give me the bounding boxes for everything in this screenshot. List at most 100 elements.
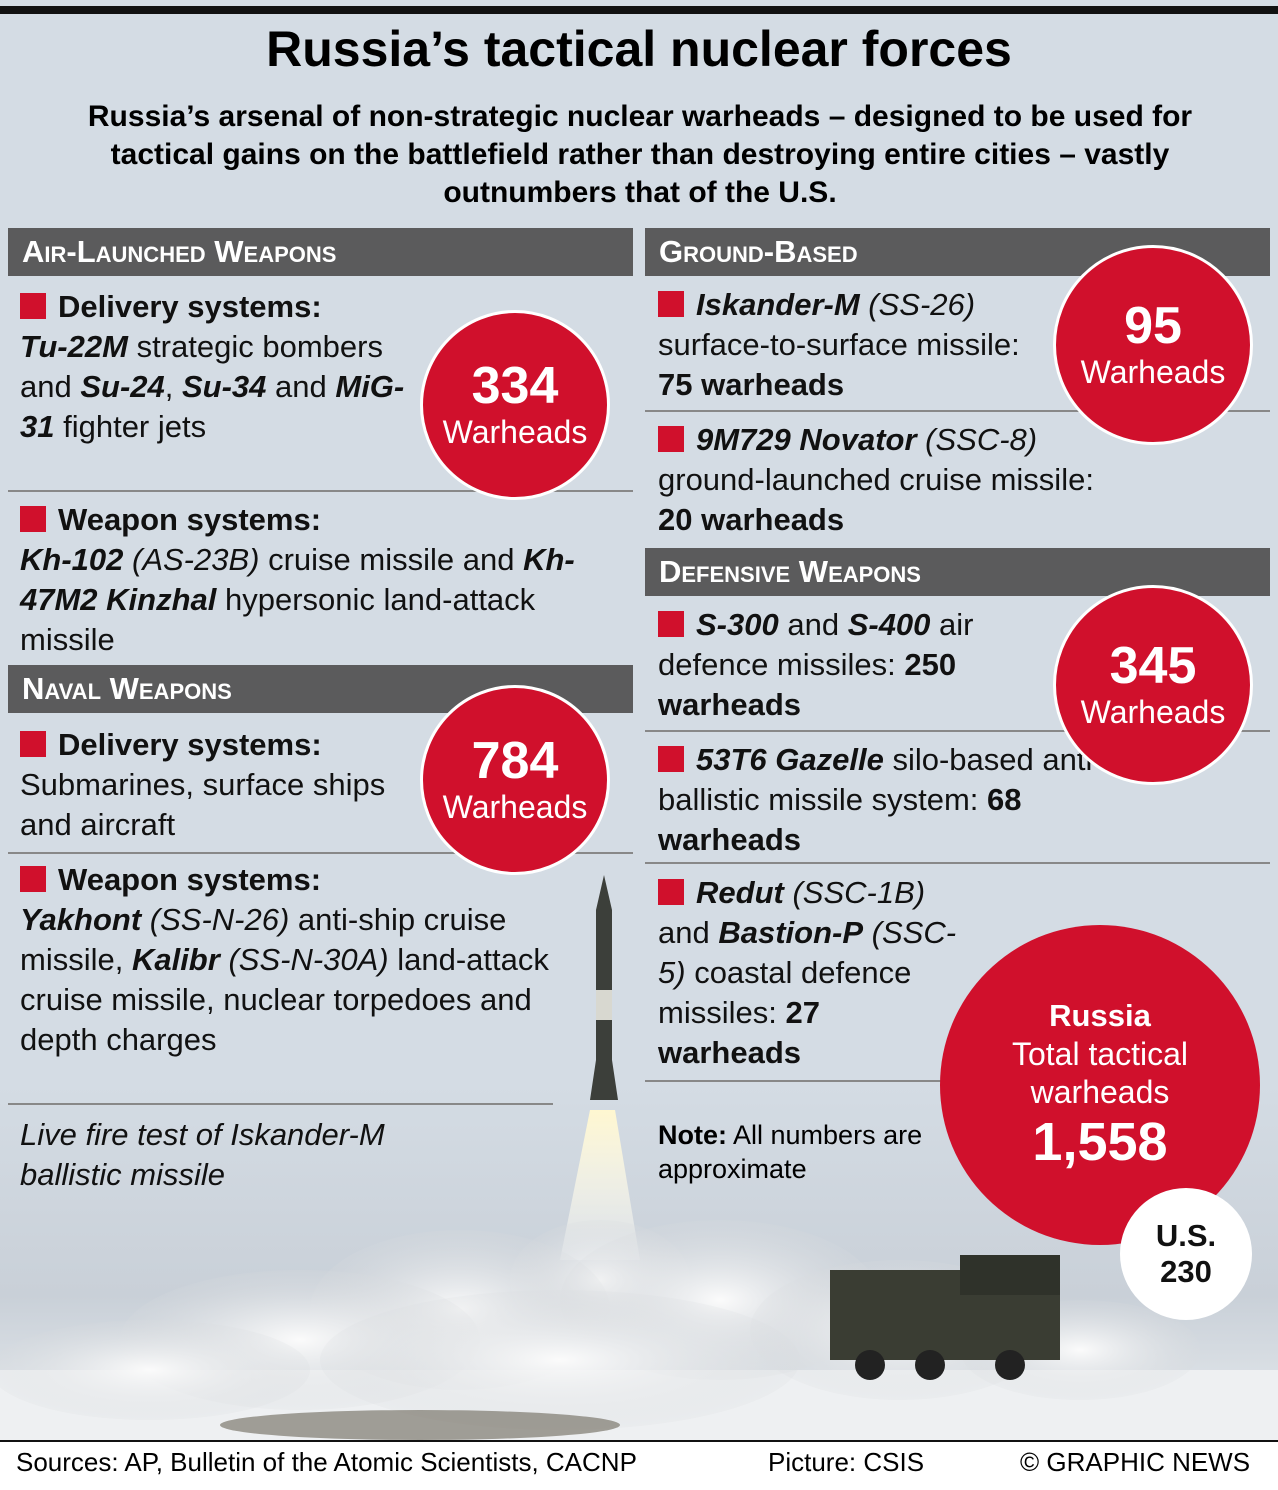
subtitle: Russia’s arsenal of non-strategic nuclea… [87, 100, 1193, 209]
text-run: silo-based anti-ballistic missile system… [658, 742, 1103, 817]
text-run: Su-34 [182, 369, 267, 404]
text-run: (AS-23B) [132, 542, 260, 577]
russia-label: Total tactical warheads [1011, 1036, 1189, 1110]
text-run: Submarines, surface ships and aircraft [20, 767, 386, 842]
text-run: 75 warheads [658, 367, 845, 402]
item: Delivery systems: Tu-22M strategic bomber… [20, 287, 415, 447]
warhead-unit: Warheads [1080, 694, 1226, 730]
text-run: cruise missile and [259, 542, 524, 577]
note-text: All numbers are approximate [658, 1120, 923, 1184]
warhead-circle: 345 Warheads [1053, 585, 1253, 785]
text-run: Tu-22M [20, 329, 128, 364]
text-run: Su-24 [80, 369, 165, 404]
item: S-300 and S-400 air defence missiles: 25… [658, 605, 1048, 725]
footer: Sources: AP, Bulletin of the Atomic Scie… [0, 1440, 1278, 1490]
text-run: 27 warheads [658, 995, 820, 1070]
warhead-count: 334 [471, 357, 559, 415]
text-run: (SSC-8) [925, 422, 1038, 457]
divider [645, 862, 1270, 864]
text-run: land-attack cruise missile, nuclear torp… [20, 942, 549, 1057]
text-run: (SSC-1B) [792, 875, 926, 910]
text-run: surface-to-surface missile: [658, 327, 1020, 362]
bullet [658, 426, 684, 452]
text-run: 250 warheads [658, 647, 957, 722]
warhead-count: 784 [471, 732, 559, 790]
bullet [658, 746, 684, 772]
text-run: and [658, 915, 719, 950]
picture-credit: Picture: CSIS [768, 1447, 925, 1477]
bullet [658, 611, 684, 637]
divider [645, 410, 1270, 412]
warhead-unit: Warheads [442, 789, 588, 825]
item-label: Weapon systems: [58, 502, 322, 537]
text-run: Kh-102 [20, 542, 124, 577]
text-run: , [164, 369, 182, 404]
bullet [20, 506, 46, 532]
caption: Live fire test of Iskander-M ballistic m… [20, 1117, 385, 1192]
text-run [860, 287, 869, 322]
note: Note: All numbers are approximate [658, 1118, 928, 1186]
warhead-circle: 334 Warheads [420, 310, 610, 500]
text-run: coastal defence missiles: [658, 955, 912, 1030]
item: 53T6 Gazelle silo-based anti-ballistic m… [658, 740, 1138, 860]
text-run: strategic bombers and [20, 329, 383, 404]
item-label: Weapon systems: [58, 862, 322, 897]
warhead-count: 95 [1124, 297, 1182, 355]
divider [8, 490, 633, 492]
us-name: U.S. [1155, 1218, 1217, 1253]
item-label: Delivery systems: [58, 727, 322, 762]
text-run [917, 422, 926, 457]
russia-name: Russia [1049, 998, 1151, 1033]
bullet [658, 291, 684, 317]
sources: Sources: AP, Bulletin of the Atomic Scie… [16, 1447, 637, 1477]
divider [645, 1080, 945, 1082]
warhead-count: 345 [1109, 637, 1197, 695]
text-run: Iskander-M [696, 287, 860, 322]
text-run: hypersonic land-attack missile [20, 582, 536, 657]
item: 9M729 Novator (SSC-8) ground-launched cr… [658, 420, 1128, 540]
item: Weapon systems: Kh-102 (AS-23B) cruise mi… [20, 500, 580, 660]
warhead-unit: Warheads [1080, 354, 1226, 390]
warhead-unit: Warheads [442, 414, 588, 450]
divider [645, 730, 1270, 732]
text-run: 53T6 Gazelle [696, 742, 884, 777]
text-run: Kalibr [131, 942, 220, 977]
text-run [141, 902, 150, 937]
copyright: © GRAPHIC NEWS [1020, 1447, 1251, 1477]
missile [590, 875, 618, 1100]
text-run: (SSC-5) [658, 915, 957, 990]
text-run: (SS-26) [868, 287, 976, 322]
item: Redut (SSC-1B) and Bastion-P (SSC-5) coa… [658, 873, 958, 1073]
text-run: S-300 [696, 607, 779, 642]
text-run: anti-ship cruise missile, [20, 902, 507, 977]
text-run: Redut [696, 875, 784, 910]
us-circle: U.S. 230 [1120, 1188, 1252, 1320]
text-run: (SS-N-30A) [228, 942, 389, 977]
bullet [20, 293, 46, 319]
warhead-circle: 95 Warheads [1053, 245, 1253, 445]
text-run: and [266, 369, 336, 404]
divider [8, 852, 633, 854]
text-run: 68 warheads [658, 782, 1022, 857]
text-run: air defence missiles: [658, 607, 974, 682]
item: Iskander-M (SS-26) surface-to-surface mi… [658, 285, 1048, 405]
text-run: 20 warheads [658, 502, 845, 537]
text-run: 9M729 Novator [696, 422, 917, 457]
top-bar [0, 6, 1278, 14]
text-run [123, 542, 132, 577]
item: Weapon systems: Yakhont (SS-N-26) anti-sh… [20, 860, 580, 1060]
text-run: Kh-47M2 Kinzhal [20, 542, 575, 617]
text-run: S-400 [847, 607, 931, 642]
item-label: Delivery systems: [58, 289, 322, 324]
text-run: (SS-N-26) [149, 902, 290, 937]
item: Delivery systems: Submarines, surface shi… [20, 725, 390, 845]
us-total: 230 [1160, 1254, 1212, 1289]
section-heading: Air-Launched Weapons [8, 228, 633, 276]
bullet [658, 879, 684, 905]
note-label: Note: [658, 1120, 727, 1150]
text-run [863, 915, 872, 950]
text-run: fighter jets [54, 409, 207, 444]
text-run: Bastion-P [718, 915, 864, 950]
text-run: ground-launched cruise missile: [658, 462, 1094, 497]
bullet [20, 731, 46, 757]
